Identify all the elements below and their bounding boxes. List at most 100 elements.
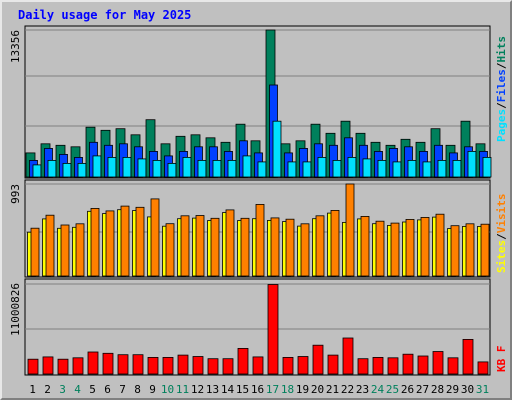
- bar-pages: [362, 158, 372, 178]
- day-label: 6: [104, 383, 111, 396]
- legend-separator: /: [495, 102, 508, 109]
- bar-visits: [75, 223, 85, 277]
- bar-kb-f: [282, 356, 294, 375]
- bar-pages: [302, 161, 312, 178]
- bar-visits: [480, 223, 490, 277]
- bar-pages: [482, 156, 492, 178]
- day-label: 3: [59, 383, 66, 396]
- bar-kb-f: [342, 337, 354, 375]
- bar-kb-f: [87, 351, 99, 375]
- bar-visits: [45, 214, 55, 277]
- day-label: 16: [251, 383, 264, 396]
- day-label: 13: [206, 383, 219, 396]
- bar-pages: [32, 164, 42, 178]
- day-label: 9: [149, 383, 156, 396]
- y-max-label: 11000826: [9, 283, 22, 336]
- bar-visits: [135, 206, 145, 277]
- bar-kb-f: [192, 356, 204, 375]
- bar-visits: [285, 218, 295, 277]
- bar-kb-f: [177, 354, 189, 375]
- bar-kb-f: [237, 347, 249, 375]
- day-label: 22: [341, 383, 354, 396]
- bar-visits: [450, 225, 460, 277]
- day-label: 23: [356, 383, 369, 396]
- day-label: 14: [221, 383, 235, 396]
- day-label: 31: [476, 383, 489, 396]
- bar-visits: [255, 203, 265, 277]
- bar-visits: [30, 227, 40, 277]
- bar-pages: [467, 150, 477, 178]
- bar-kb-f: [267, 284, 279, 375]
- bar-visits: [435, 213, 445, 277]
- bar-kb-f: [297, 356, 309, 375]
- bar-pages: [227, 159, 237, 178]
- bar-pages: [422, 161, 432, 178]
- day-label: 1: [29, 383, 36, 396]
- bar-kb-f: [147, 356, 159, 375]
- day-label: 10: [161, 383, 174, 396]
- day-label: 27: [416, 383, 429, 396]
- bar-kb-f: [312, 344, 324, 375]
- bar-visits: [195, 215, 205, 277]
- day-label: 26: [401, 383, 414, 396]
- day-label: 19: [296, 383, 309, 396]
- day-label: 25: [386, 383, 399, 396]
- bar-pages: [47, 159, 57, 178]
- bar-kb-f: [327, 354, 339, 375]
- bar-pages: [62, 162, 72, 178]
- legend-item: Sites: [495, 240, 508, 273]
- bar-pages: [77, 162, 87, 178]
- day-label: 29: [446, 383, 459, 396]
- bar-visits: [405, 218, 415, 277]
- day-label: 2: [44, 383, 51, 396]
- y-max-label: 993: [9, 184, 22, 204]
- legend-item: Hits: [495, 36, 508, 63]
- chart-title: Daily usage for May 2025: [18, 8, 191, 22]
- day-label: 4: [74, 383, 81, 396]
- legend-item: Pages: [495, 109, 508, 142]
- day-label: 18: [281, 383, 294, 396]
- bar-pages: [242, 155, 252, 178]
- legend-middle: Sites/Visits: [495, 194, 508, 274]
- bar-pages: [437, 159, 447, 178]
- legend-separator: /: [495, 62, 508, 69]
- legend-item: Visits: [495, 194, 508, 234]
- bar-visits: [420, 216, 430, 277]
- bar-kb-f: [357, 358, 369, 375]
- bar-visits: [120, 205, 130, 277]
- bar-pages: [287, 161, 297, 178]
- bar-visits: [465, 223, 475, 277]
- bar-kb-f: [162, 356, 174, 375]
- bar-visits: [390, 222, 400, 277]
- legend-bottom: KB F: [495, 346, 508, 373]
- y-max-label: 13356: [9, 30, 22, 63]
- bar-visits: [90, 207, 100, 277]
- bar-kb-f: [57, 358, 69, 375]
- legend-item: Files: [495, 69, 508, 102]
- bar-visits: [105, 210, 115, 277]
- bar-visits: [180, 215, 190, 277]
- bar-pages: [347, 156, 357, 178]
- bar-pages: [407, 159, 417, 178]
- bar-pages: [122, 156, 132, 178]
- bar-pages: [212, 159, 222, 178]
- bar-pages: [377, 159, 387, 178]
- bar-kb-f: [477, 361, 489, 375]
- bar-pages: [272, 120, 282, 178]
- day-label: 17: [266, 383, 279, 396]
- bar-visits: [165, 223, 175, 277]
- bar-kb-f: [432, 351, 444, 375]
- day-label: 24: [371, 383, 385, 396]
- legend-item: KB F: [495, 346, 508, 373]
- bar-kb-f: [417, 355, 429, 375]
- bar-visits: [375, 220, 385, 277]
- bar-kb-f: [402, 353, 414, 375]
- bar-kb-f: [372, 356, 384, 375]
- bar-kb-f: [447, 357, 459, 375]
- bar-kb-f: [132, 354, 144, 375]
- bar-kb-f: [117, 354, 129, 375]
- bar-visits: [300, 223, 310, 277]
- day-label: 28: [431, 383, 444, 396]
- day-label: 5: [89, 383, 96, 396]
